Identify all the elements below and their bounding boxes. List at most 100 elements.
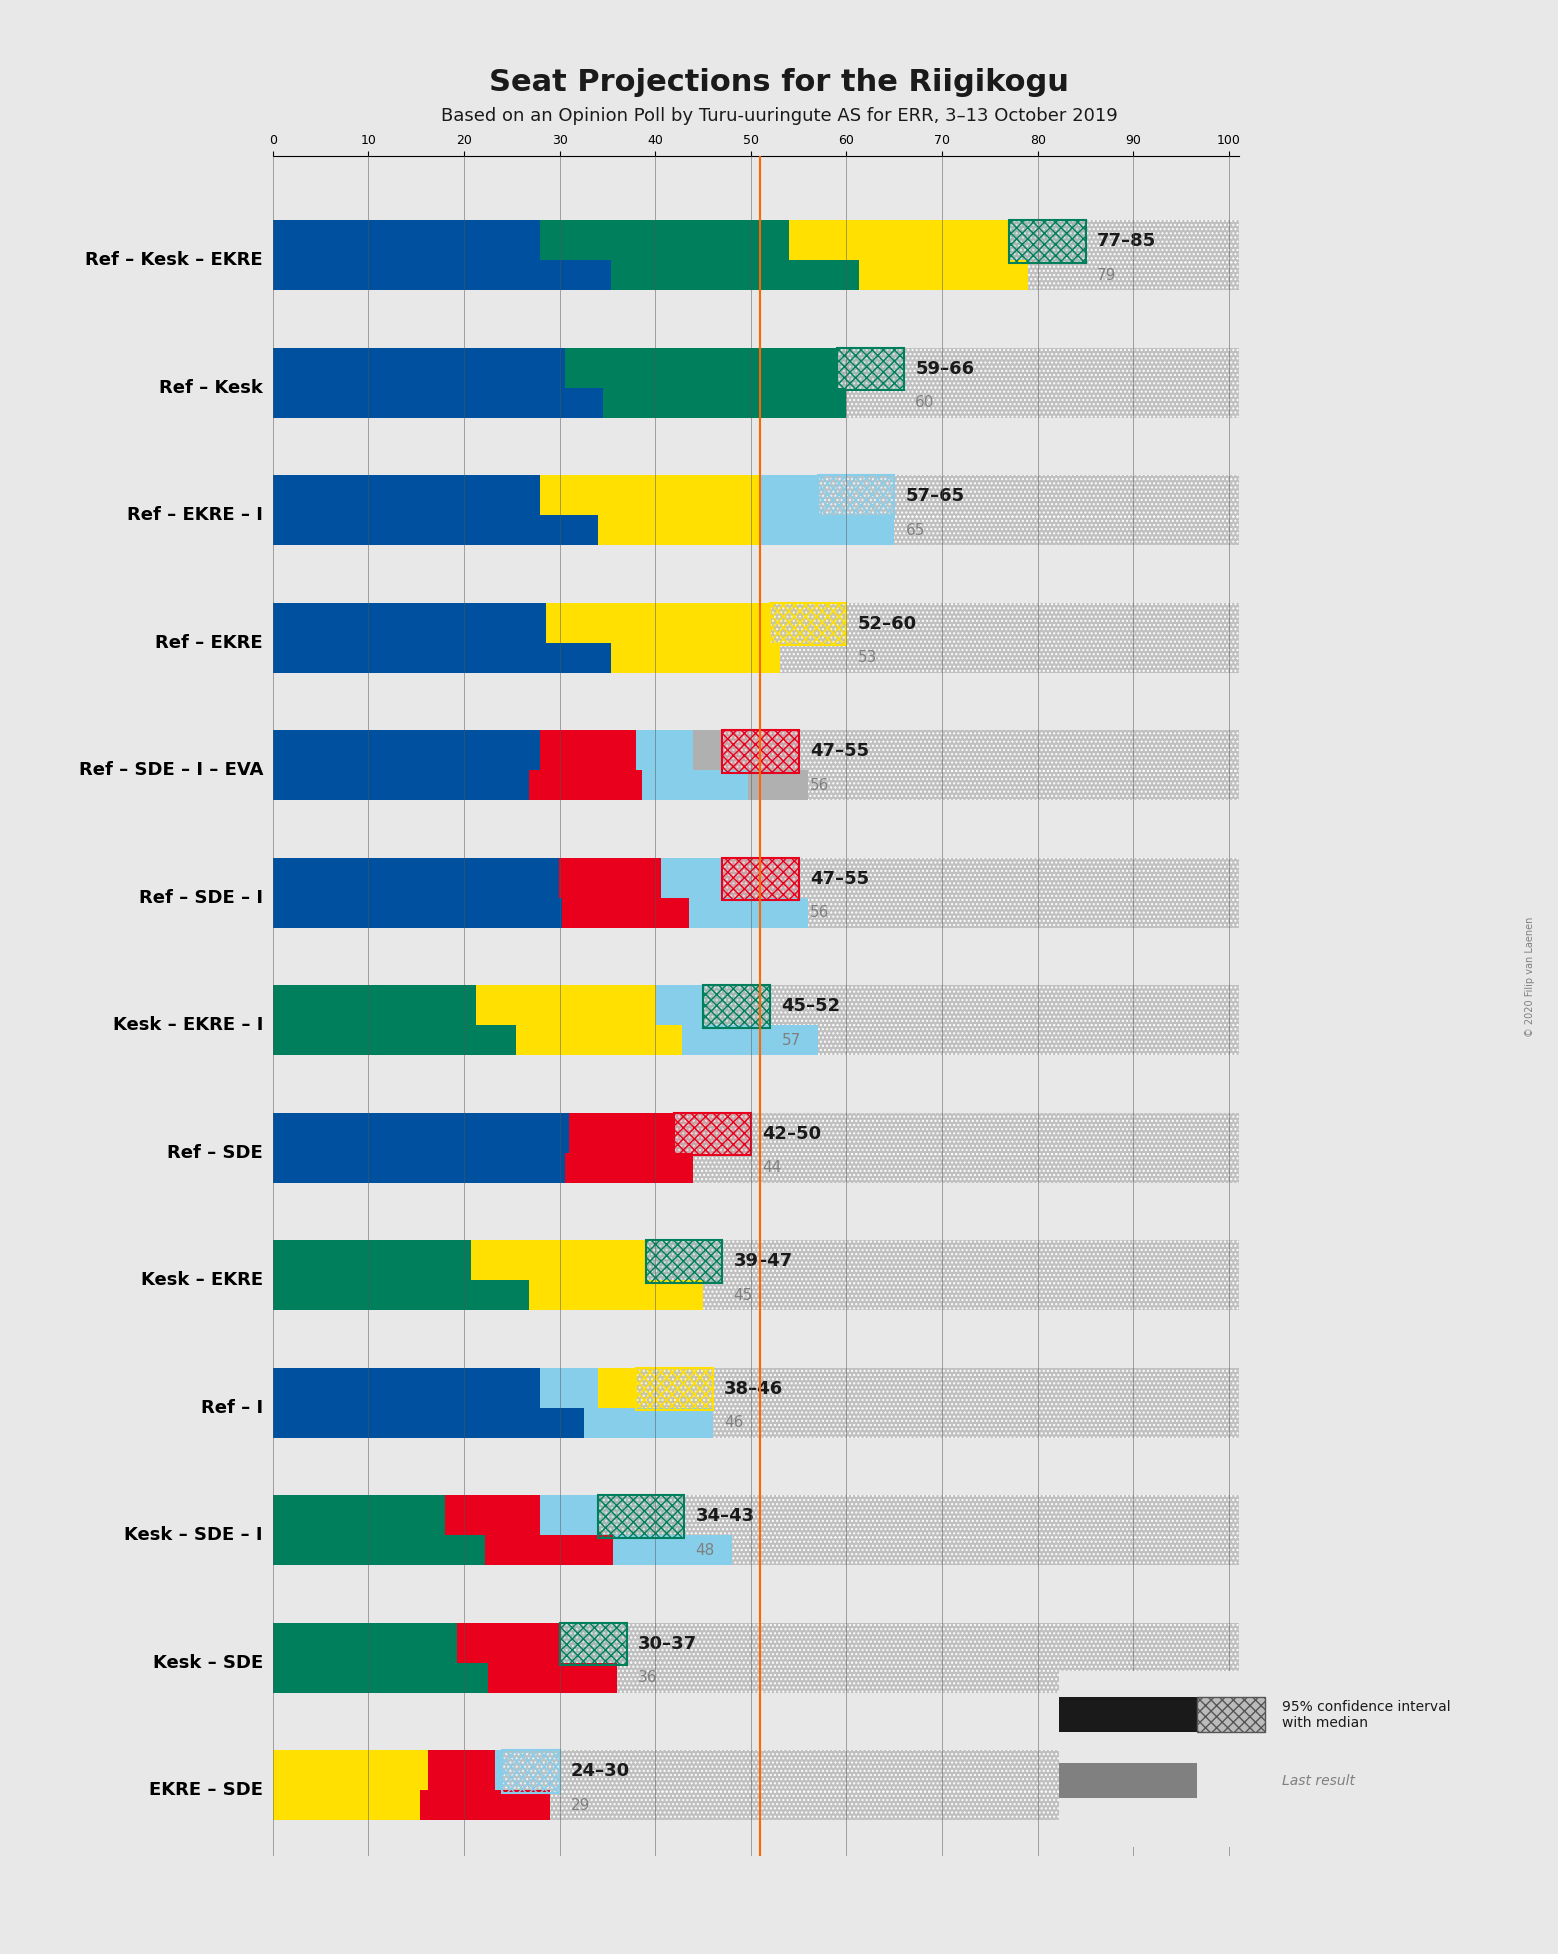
Bar (273, 1536, 1239, 1565)
Text: Based on an Opinion Poll by Turu-uuringute AS for ERR, 3–13 October 2019: Based on an Opinion Poll by Turu-uuringu… (441, 107, 1117, 125)
Text: Seat Projections for the Riigikogu: Seat Projections for the Riigikogu (489, 68, 1069, 98)
Text: 59–66: 59–66 (916, 360, 974, 377)
Bar (273, 260, 611, 291)
Bar (273, 1495, 1239, 1538)
Bar (273, 1026, 1239, 1055)
Text: 30–37: 30–37 (637, 1635, 696, 1653)
Bar (584, 1409, 712, 1438)
Bar (528, 1280, 703, 1311)
Bar (858, 260, 1028, 291)
Bar (1059, 1696, 1197, 1731)
Text: 47–55: 47–55 (810, 870, 869, 887)
Bar (273, 858, 1239, 901)
Text: 24–30: 24–30 (572, 1763, 629, 1780)
Text: 45–52: 45–52 (782, 997, 841, 1016)
Bar (273, 1409, 1239, 1438)
Bar (273, 858, 1239, 901)
Bar (703, 985, 770, 1028)
Bar (530, 770, 642, 801)
Bar (273, 475, 1239, 518)
Bar (488, 1663, 617, 1692)
Bar (273, 858, 559, 901)
Bar (273, 516, 1239, 545)
Bar (559, 1622, 626, 1665)
Bar (273, 1409, 1239, 1438)
Bar (1197, 1696, 1265, 1731)
Bar (837, 348, 904, 391)
Bar (273, 1112, 1239, 1155)
Bar (1059, 1763, 1197, 1798)
Bar (273, 899, 562, 928)
Text: 46: 46 (724, 1415, 743, 1430)
Bar (502, 1751, 559, 1792)
Bar (598, 1495, 684, 1538)
Bar (273, 348, 566, 391)
Bar (273, 1751, 1239, 1792)
Text: 34–43: 34–43 (695, 1507, 754, 1526)
Bar (611, 260, 858, 291)
Bar (748, 770, 809, 801)
Bar (689, 899, 809, 928)
Bar (636, 1368, 712, 1411)
Bar (273, 475, 541, 518)
Text: 44: 44 (762, 1161, 782, 1174)
Bar (1197, 1696, 1265, 1731)
Bar (723, 731, 799, 772)
Bar (675, 1112, 751, 1155)
Bar (273, 1153, 1239, 1182)
Text: 38–46: 38–46 (724, 1380, 784, 1397)
Text: 56: 56 (810, 778, 829, 793)
Bar (273, 260, 1239, 291)
Bar (444, 1495, 541, 1538)
Bar (273, 1622, 1239, 1665)
Bar (273, 770, 1239, 801)
Bar (603, 389, 846, 418)
Bar (636, 731, 693, 772)
Text: 56: 56 (810, 905, 829, 920)
Bar (760, 475, 818, 518)
Bar (1010, 221, 1086, 262)
Bar (273, 1790, 1239, 1821)
Bar (273, 1368, 541, 1411)
Text: 48: 48 (695, 1544, 715, 1557)
Bar (273, 1241, 471, 1282)
Bar (545, 602, 770, 645)
Bar (421, 1790, 550, 1821)
Text: 29: 29 (572, 1798, 590, 1813)
Bar (273, 221, 1239, 262)
Bar (273, 899, 1239, 928)
Bar (273, 643, 611, 672)
Text: 52–60: 52–60 (858, 616, 918, 633)
Bar (273, 348, 1239, 391)
Bar (723, 858, 799, 901)
Bar (1010, 221, 1086, 262)
Bar (681, 1026, 818, 1055)
Bar (273, 1495, 1239, 1538)
Bar (723, 731, 799, 772)
Bar (541, 221, 788, 262)
Bar (273, 643, 1239, 672)
Bar (273, 1026, 516, 1055)
Bar (562, 899, 689, 928)
Bar (818, 475, 894, 518)
Bar (611, 643, 779, 672)
Bar (273, 1495, 444, 1538)
Bar (273, 1280, 1239, 1311)
Bar (645, 1241, 723, 1282)
Bar (273, 602, 545, 645)
Bar (273, 770, 1239, 801)
Text: 42–50: 42–50 (762, 1126, 821, 1143)
Bar (273, 1790, 1239, 1821)
Bar (818, 475, 894, 518)
Bar (273, 1663, 1239, 1692)
Text: 57: 57 (782, 1034, 801, 1047)
Bar (516, 1026, 681, 1055)
Bar (273, 1241, 1239, 1282)
Bar (273, 260, 1239, 291)
Bar (273, 1280, 1239, 1311)
Bar (645, 1241, 723, 1282)
Bar (770, 602, 846, 645)
Bar (273, 1663, 1239, 1692)
Text: 45: 45 (734, 1288, 753, 1303)
Bar (636, 1368, 712, 1411)
